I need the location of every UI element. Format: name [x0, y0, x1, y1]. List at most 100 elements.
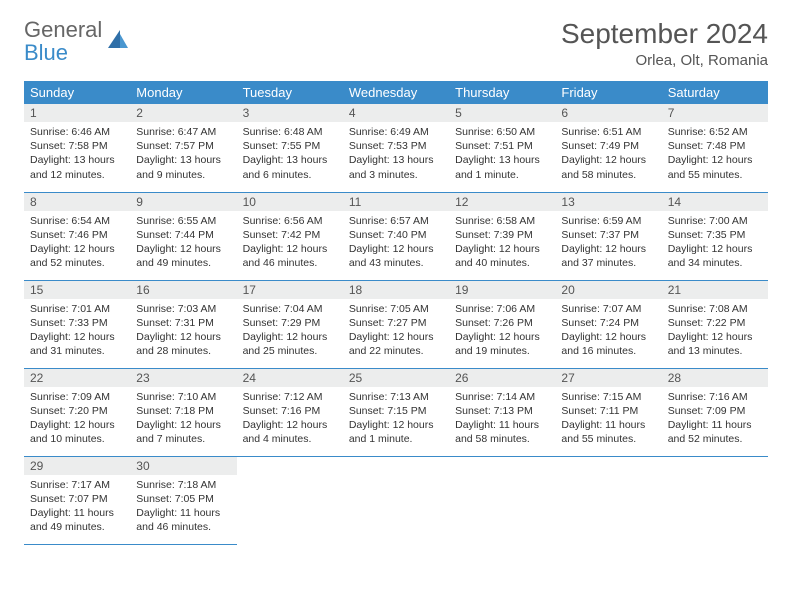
- calendar-day-cell: 10Sunrise: 6:56 AMSunset: 7:42 PMDayligh…: [237, 192, 343, 280]
- sunrise-line: Sunrise: 7:01 AM: [30, 302, 124, 316]
- day-details: Sunrise: 7:06 AMSunset: 7:26 PMDaylight:…: [449, 299, 555, 363]
- weekday-header: Friday: [555, 81, 661, 104]
- daylight-line: Daylight: 13 hours and 9 minutes.: [136, 153, 230, 181]
- calendar-day-cell: 27Sunrise: 7:15 AMSunset: 7:11 PMDayligh…: [555, 368, 661, 456]
- calendar-week-row: 1 Sunrise: 6:46 AMSunset: 7:58 PM Daylight…: [24, 104, 768, 192]
- calendar-day-cell: 12Sunrise: 6:58 AMSunset: 7:39 PMDayligh…: [449, 192, 555, 280]
- day-details: Sunrise: 7:03 AMSunset: 7:31 PMDaylight:…: [130, 299, 236, 363]
- day-details: Sunrise: 7:13 AMSunset: 7:15 PMDaylight:…: [343, 387, 449, 451]
- daylight-line: Daylight: 12 hours and 55 minutes.: [668, 153, 762, 181]
- day-number: 20: [555, 281, 661, 299]
- day-number: 17: [237, 281, 343, 299]
- daylight-line: Daylight: 11 hours and 46 minutes.: [136, 506, 230, 534]
- day-details: Sunrise: 6:56 AMSunset: 7:42 PMDaylight:…: [237, 211, 343, 275]
- calendar-day-cell: 4Sunrise: 6:49 AMSunset: 7:53 PMDaylight…: [343, 104, 449, 192]
- daylight-line: Daylight: 12 hours and 49 minutes.: [136, 242, 230, 270]
- day-number: 18: [343, 281, 449, 299]
- calendar-day-cell: 5Sunrise: 6:50 AMSunset: 7:51 PMDaylight…: [449, 104, 555, 192]
- day-details: Sunrise: 7:14 AMSunset: 7:13 PMDaylight:…: [449, 387, 555, 451]
- sunset-line: Sunset: 7:53 PM: [349, 139, 443, 153]
- day-number: 27: [555, 369, 661, 387]
- day-number: 4: [343, 104, 449, 122]
- sunrise-line: Sunrise: 7:14 AM: [455, 390, 549, 404]
- sunset-line: Sunset: 7:51 PM: [455, 139, 549, 153]
- day-details: Sunrise: 7:17 AMSunset: 7:07 PMDaylight:…: [24, 475, 130, 539]
- sunrise-line: Sunrise: 6:46 AM: [30, 125, 124, 139]
- daylight-line: Daylight: 12 hours and 16 minutes.: [561, 330, 655, 358]
- day-details: Sunrise: 7:07 AMSunset: 7:24 PMDaylight:…: [555, 299, 661, 363]
- day-number: 22: [24, 369, 130, 387]
- day-number: 13: [555, 193, 661, 211]
- calendar-day-cell: 29Sunrise: 7:17 AMSunset: 7:07 PMDayligh…: [24, 456, 130, 544]
- calendar-day-cell: 15Sunrise: 7:01 AMSunset: 7:33 PMDayligh…: [24, 280, 130, 368]
- daylight-line: Daylight: 12 hours and 31 minutes.: [30, 330, 124, 358]
- title-block: September 2024 Orlea, Olt, Romania: [561, 18, 768, 69]
- page-header: General Blue September 2024 Orlea, Olt, …: [24, 18, 768, 69]
- sunset-line: Sunset: 7:26 PM: [455, 316, 549, 330]
- day-details: Sunrise: 7:15 AMSunset: 7:11 PMDaylight:…: [555, 387, 661, 451]
- sunset-line: Sunset: 7:18 PM: [136, 404, 230, 418]
- sunrise-line: Sunrise: 7:16 AM: [668, 390, 762, 404]
- calendar-day-cell: 30Sunrise: 7:18 AMSunset: 7:05 PMDayligh…: [130, 456, 236, 544]
- weekday-header: Monday: [130, 81, 236, 104]
- sunset-line: Sunset: 7:15 PM: [349, 404, 443, 418]
- sunset-line: Sunset: 7:11 PM: [561, 404, 655, 418]
- brand-blue: Blue: [24, 40, 68, 65]
- daylight-line: Daylight: 12 hours and 1 minute.: [349, 418, 443, 446]
- sunset-line: Sunset: 7:44 PM: [136, 228, 230, 242]
- month-title: September 2024: [561, 18, 768, 50]
- day-details: Sunrise: 6:55 AMSunset: 7:44 PMDaylight:…: [130, 211, 236, 275]
- day-details: Sunrise: 6:57 AMSunset: 7:40 PMDaylight:…: [343, 211, 449, 275]
- sunset-line: Sunset: 7:24 PM: [561, 316, 655, 330]
- sunrise-line: Sunrise: 7:10 AM: [136, 390, 230, 404]
- day-number: 12: [449, 193, 555, 211]
- day-details: Sunrise: 7:10 AMSunset: 7:18 PMDaylight:…: [130, 387, 236, 451]
- calendar-day-cell: [343, 456, 449, 544]
- day-details: Sunrise: 7:01 AMSunset: 7:33 PMDaylight:…: [24, 299, 130, 363]
- day-number: 19: [449, 281, 555, 299]
- day-details: Sunrise: 6:48 AMSunset: 7:55 PMDaylight:…: [237, 122, 343, 186]
- day-number: 3: [237, 104, 343, 122]
- calendar-day-cell: 23Sunrise: 7:10 AMSunset: 7:18 PMDayligh…: [130, 368, 236, 456]
- calendar-day-cell: 16Sunrise: 7:03 AMSunset: 7:31 PMDayligh…: [130, 280, 236, 368]
- daylight-line: Daylight: 12 hours and 46 minutes.: [243, 242, 337, 270]
- sunrise-line: Sunrise: 6:48 AM: [243, 125, 337, 139]
- sunset-line: Sunset: 7:58 PM: [30, 139, 124, 153]
- calendar-day-cell: 19Sunrise: 7:06 AMSunset: 7:26 PMDayligh…: [449, 280, 555, 368]
- day-details: Sunrise: 6:58 AMSunset: 7:39 PMDaylight:…: [449, 211, 555, 275]
- day-details: Sunrise: 7:09 AMSunset: 7:20 PMDaylight:…: [24, 387, 130, 451]
- calendar-day-cell: 13Sunrise: 6:59 AMSunset: 7:37 PMDayligh…: [555, 192, 661, 280]
- day-details: Sunrise: 7:05 AMSunset: 7:27 PMDaylight:…: [343, 299, 449, 363]
- sunset-line: Sunset: 7:42 PM: [243, 228, 337, 242]
- calendar-week-row: 29Sunrise: 7:17 AMSunset: 7:07 PMDayligh…: [24, 456, 768, 544]
- sunrise-line: Sunrise: 6:52 AM: [668, 125, 762, 139]
- sunset-line: Sunset: 7:33 PM: [30, 316, 124, 330]
- daylight-line: Daylight: 11 hours and 55 minutes.: [561, 418, 655, 446]
- calendar-day-cell: 24Sunrise: 7:12 AMSunset: 7:16 PMDayligh…: [237, 368, 343, 456]
- day-number: 23: [130, 369, 236, 387]
- day-details: Sunrise: 6:47 AMSunset: 7:57 PMDaylight:…: [130, 122, 236, 186]
- calendar-day-cell: 3Sunrise: 6:48 AMSunset: 7:55 PMDaylight…: [237, 104, 343, 192]
- daylight-line: Daylight: 13 hours and 1 minute.: [455, 153, 549, 181]
- daylight-line: Daylight: 12 hours and 25 minutes.: [243, 330, 337, 358]
- calendar-day-cell: 28Sunrise: 7:16 AMSunset: 7:09 PMDayligh…: [662, 368, 768, 456]
- calendar-week-row: 22Sunrise: 7:09 AMSunset: 7:20 PMDayligh…: [24, 368, 768, 456]
- brand-general: General: [24, 17, 102, 42]
- sunrise-line: Sunrise: 7:13 AM: [349, 390, 443, 404]
- sunset-line: Sunset: 7:49 PM: [561, 139, 655, 153]
- day-number: 1: [24, 104, 130, 122]
- day-number: 8: [24, 193, 130, 211]
- day-details: Sunrise: 6:50 AMSunset: 7:51 PMDaylight:…: [449, 122, 555, 186]
- calendar-day-cell: [555, 456, 661, 544]
- calendar-body: 1 Sunrise: 6:46 AMSunset: 7:58 PM Daylight…: [24, 104, 768, 544]
- location-label: Orlea, Olt, Romania: [561, 52, 768, 69]
- sunset-line: Sunset: 7:22 PM: [668, 316, 762, 330]
- calendar-day-cell: [449, 456, 555, 544]
- sunrise-line: Sunrise: 7:15 AM: [561, 390, 655, 404]
- weekday-header-row: SundayMondayTuesdayWednesdayThursdayFrid…: [24, 81, 768, 104]
- sunset-line: Sunset: 7:57 PM: [136, 139, 230, 153]
- sunrise-line: Sunrise: 6:50 AM: [455, 125, 549, 139]
- calendar-week-row: 8Sunrise: 6:54 AMSunset: 7:46 PMDaylight…: [24, 192, 768, 280]
- day-details: Sunrise: 6:49 AMSunset: 7:53 PMDaylight:…: [343, 122, 449, 186]
- sunset-line: Sunset: 7:29 PM: [243, 316, 337, 330]
